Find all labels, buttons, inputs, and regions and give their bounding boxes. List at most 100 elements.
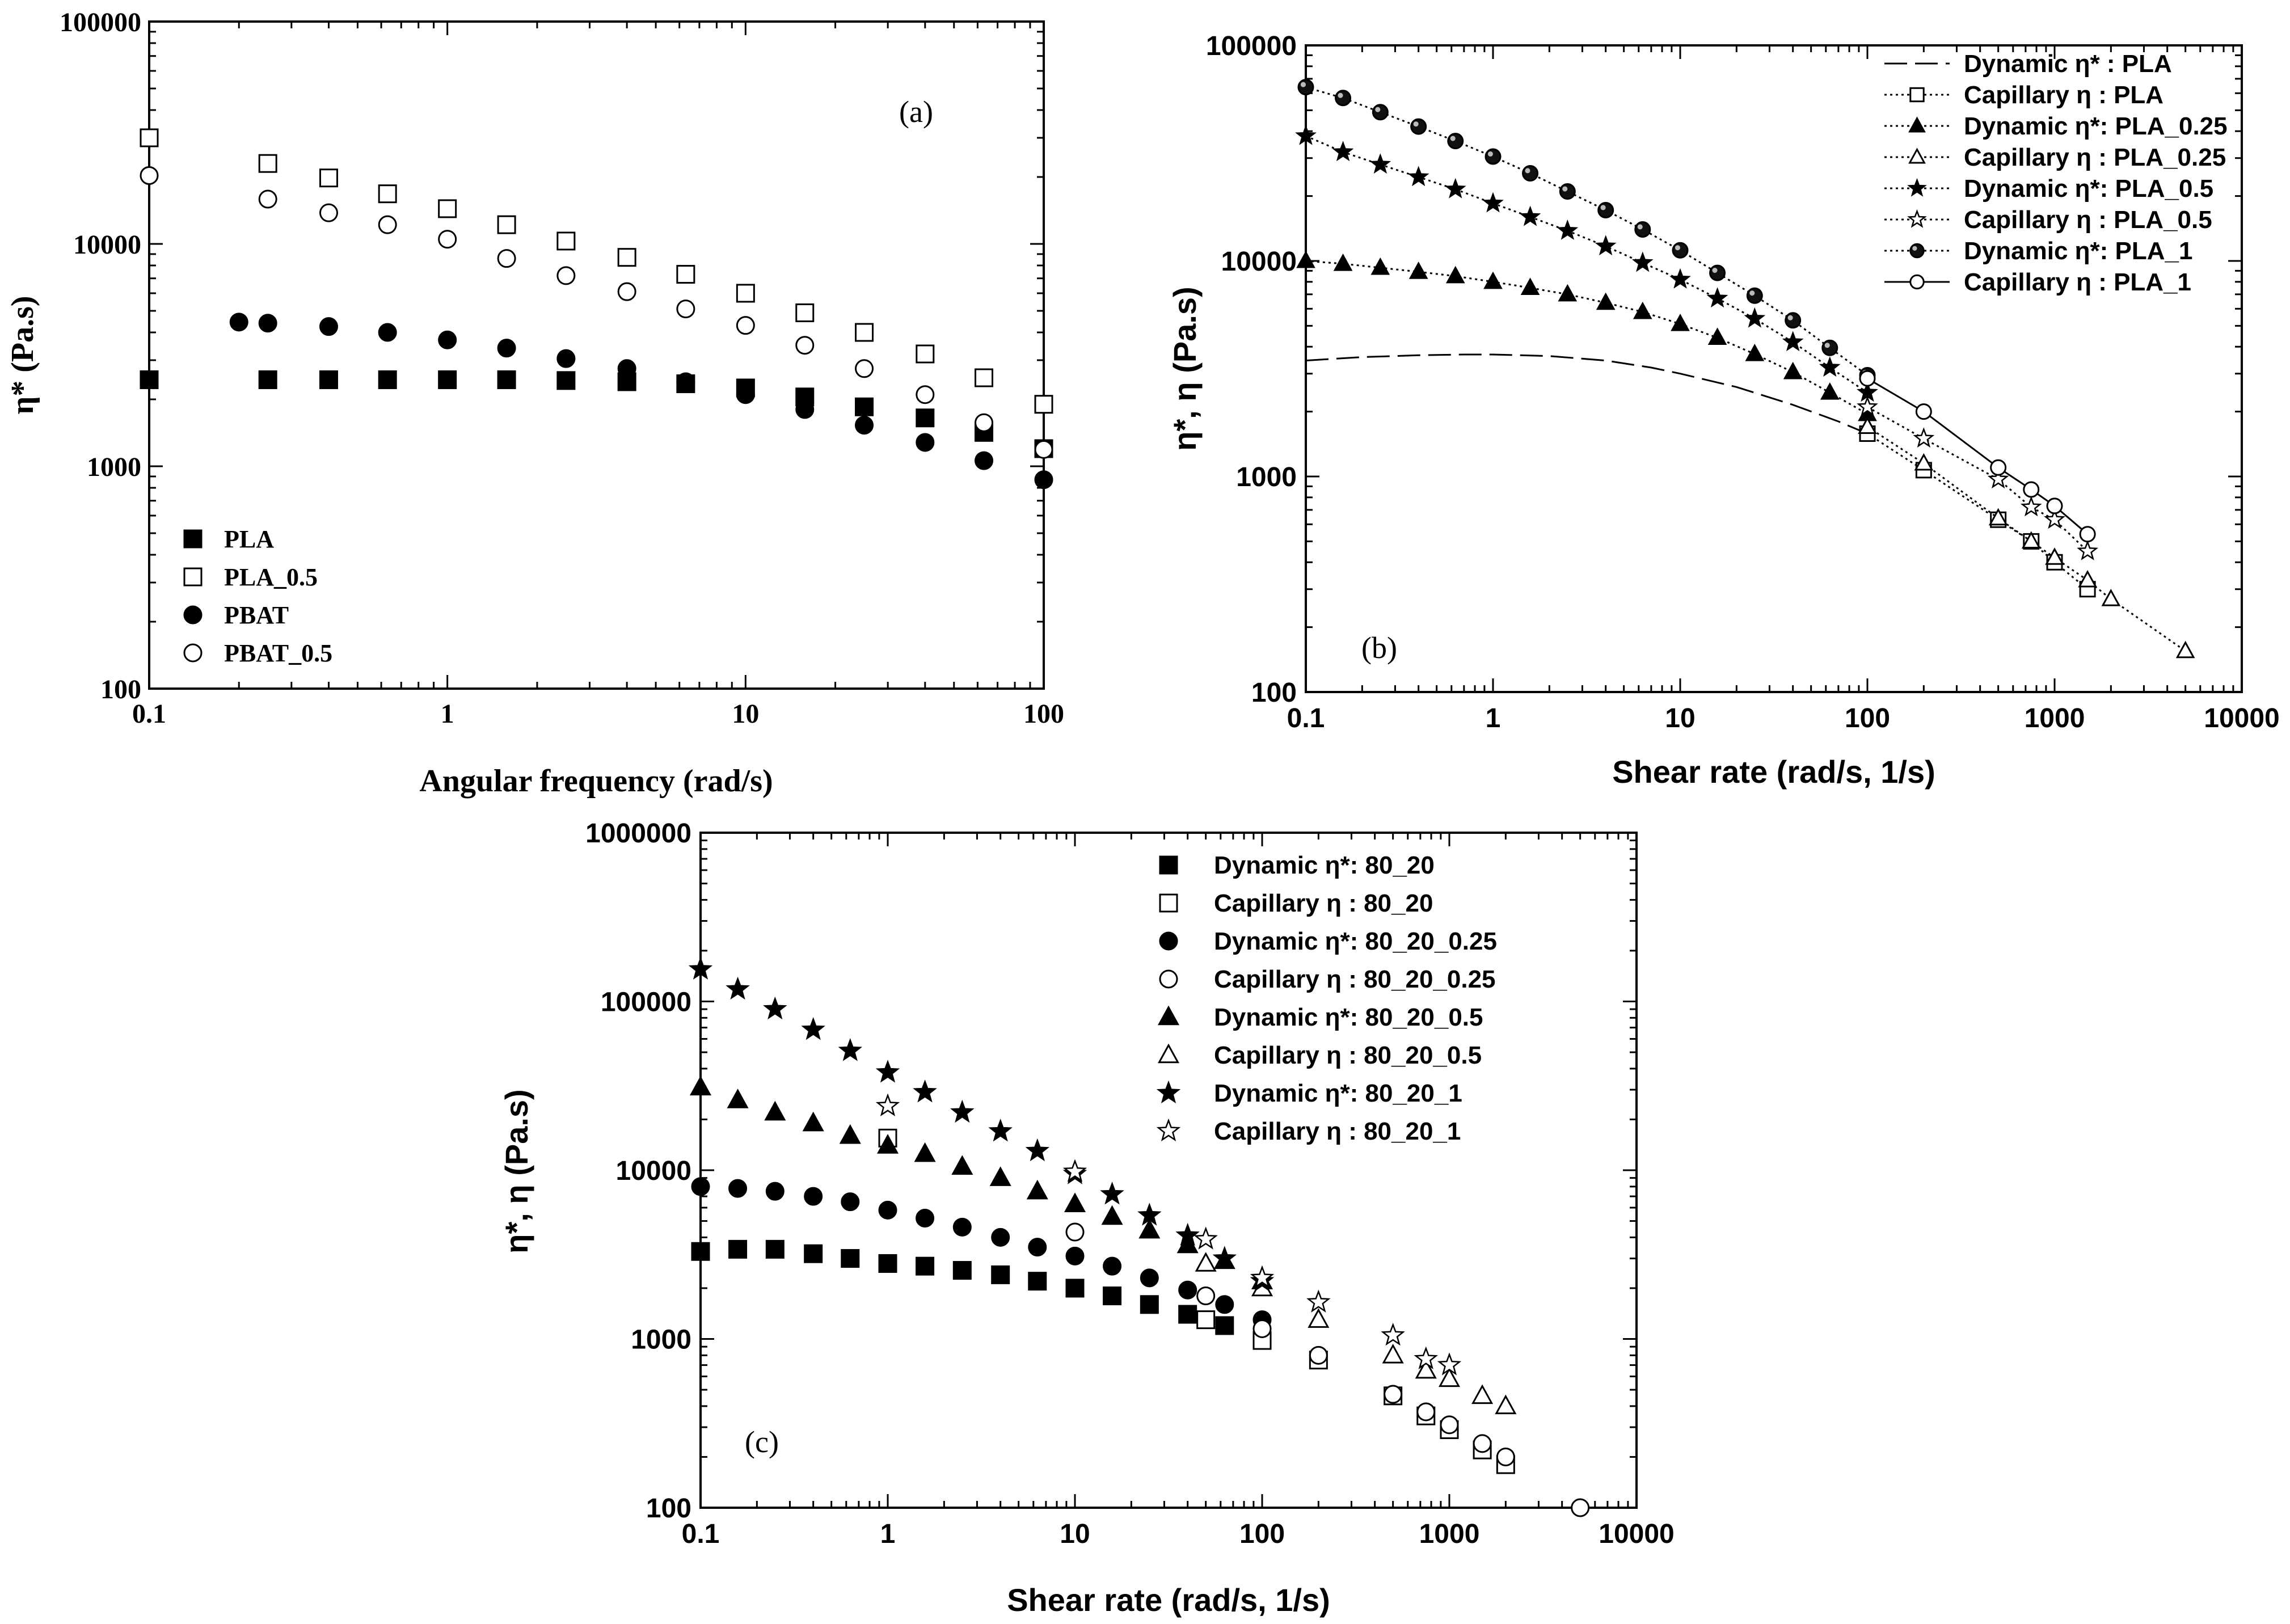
a-series-3-point bbox=[617, 282, 636, 301]
a-series-1-point bbox=[1034, 395, 1053, 414]
c-series-6-point bbox=[950, 1099, 975, 1123]
b-series-2-point bbox=[1596, 292, 1616, 310]
b-series-6-point bbox=[1597, 201, 1614, 218]
c-legend-label: Dynamic η*: 80_20_0.5 bbox=[1214, 1003, 1483, 1031]
b-series-6-point bbox=[1297, 79, 1314, 96]
b-series-4-point bbox=[1706, 287, 1728, 308]
c-series-7-point bbox=[1381, 1322, 1405, 1346]
b-series-7-point bbox=[2023, 481, 2040, 498]
b-series-2-point bbox=[1783, 361, 1803, 379]
b-legend-label: Dynamic η*: PLA_0.25 bbox=[1964, 112, 2228, 140]
a-legend-marker bbox=[183, 567, 203, 587]
a-x-tick-label: 10 bbox=[732, 699, 759, 729]
c-series-7-point bbox=[1062, 1159, 1087, 1182]
c-series-0-point bbox=[691, 1242, 710, 1261]
c-series-4-point bbox=[1138, 1218, 1161, 1239]
b-series-6-point bbox=[1335, 90, 1352, 107]
c-series-0-point bbox=[1028, 1272, 1047, 1291]
b-series-6-point-highlight bbox=[1712, 267, 1718, 273]
a-series-3-point bbox=[319, 203, 338, 222]
panel-a-plot-frame bbox=[148, 20, 1045, 690]
c-series-6-point bbox=[1175, 1222, 1200, 1246]
c-series-2-point bbox=[1178, 1280, 1197, 1300]
c-series-0-point bbox=[1065, 1279, 1085, 1298]
c-series-2-point bbox=[991, 1228, 1010, 1247]
c-series-1-point bbox=[1196, 1310, 1216, 1330]
c-legend-marker bbox=[1156, 1080, 1181, 1104]
a-x-tick-label: 1 bbox=[441, 699, 454, 729]
b-legend-label: Dynamic η* : PLA bbox=[1964, 50, 2172, 78]
b-series-2-point bbox=[1820, 382, 1840, 400]
a-legend-label: PLA bbox=[224, 525, 274, 553]
c-series-7-point bbox=[875, 1093, 900, 1116]
c-legend-label: Capillary η : 80_20 bbox=[1214, 889, 1433, 917]
c-series-6-point bbox=[726, 976, 750, 1000]
c-legend-label: Capillary η : 80_20_1 bbox=[1214, 1117, 1461, 1145]
b-y-tick-label: 10000 bbox=[1221, 247, 1297, 277]
c-series-7-point bbox=[1250, 1265, 1275, 1288]
b-series-5-point bbox=[1913, 427, 1935, 448]
c-series-5-point bbox=[1471, 1384, 1494, 1404]
a-series-3-point bbox=[438, 230, 457, 249]
a-series-2-point bbox=[258, 314, 277, 333]
a-legend-marker bbox=[183, 643, 203, 663]
b-series-5-point bbox=[2020, 496, 2042, 517]
c-legend-marker bbox=[1156, 1118, 1181, 1142]
c-legend-marker bbox=[1159, 969, 1178, 989]
b-series-4-point bbox=[1295, 124, 1317, 145]
b-legend-label: Capillary η : PLA bbox=[1964, 81, 2164, 109]
b-x-tick-label: 1000 bbox=[2025, 703, 2085, 733]
b-series-5-line bbox=[1867, 406, 2089, 552]
panel-b-plot-frame bbox=[1305, 44, 2243, 693]
a-series-2-point bbox=[975, 451, 994, 470]
panel-c-y-axis-title: η*, η (Pa.s) bbox=[499, 1089, 534, 1253]
b-series-2-point bbox=[1445, 265, 1465, 284]
a-series-2-point bbox=[617, 359, 636, 378]
a-series-1-point bbox=[975, 368, 994, 387]
panel-b-series bbox=[1295, 79, 2195, 659]
b-x-tick-label: 0.1 bbox=[1287, 703, 1325, 733]
b-series-2-point bbox=[1520, 277, 1540, 296]
panel-c-label: (c) bbox=[745, 1425, 779, 1459]
c-series-2-point bbox=[728, 1179, 748, 1198]
panel-b-y-axis-title: η*, η (Pa.s) bbox=[1167, 286, 1203, 450]
b-legend-marker bbox=[1907, 178, 1927, 197]
b-series-6-point bbox=[1821, 339, 1838, 356]
a-series-1-point bbox=[258, 154, 277, 173]
b-series-6-point-highlight bbox=[1749, 290, 1755, 296]
b-legend-marker bbox=[1909, 243, 1925, 259]
c-series-2-point bbox=[916, 1208, 935, 1228]
c-series-0-point bbox=[952, 1261, 972, 1280]
b-series-4-point bbox=[1332, 141, 1354, 162]
b-legend-marker-highlight bbox=[1912, 246, 1917, 251]
b-series-4-point bbox=[1557, 220, 1579, 240]
c-series-5-point bbox=[1495, 1394, 1517, 1415]
b-series-6-point-highlight bbox=[1413, 121, 1419, 127]
c-series-7-point bbox=[1414, 1346, 1438, 1369]
c-series-6-point bbox=[1212, 1246, 1237, 1269]
c-series-3-point bbox=[1496, 1447, 1515, 1466]
c-series-2-point bbox=[804, 1187, 823, 1206]
b-series-6-point bbox=[1447, 133, 1464, 150]
a-series-3-point bbox=[140, 166, 159, 185]
c-series-4-point bbox=[951, 1155, 973, 1175]
b-legend-label: Capillary η : PLA_0.25 bbox=[1964, 144, 2226, 171]
a-y-tick-label: 10000 bbox=[73, 230, 141, 260]
b-series-6-point bbox=[1672, 242, 1689, 259]
panel-c-series bbox=[688, 956, 1590, 1517]
a-series-1-point bbox=[378, 184, 397, 204]
b-y-tick-label: 1000 bbox=[1236, 462, 1297, 492]
b-series-2-point bbox=[1671, 314, 1690, 331]
b-legend-marker bbox=[1908, 147, 1926, 164]
b-series-2-point bbox=[1558, 284, 1578, 302]
b-series-7-point bbox=[2079, 526, 2096, 543]
c-y-tick-label: 100000 bbox=[601, 988, 691, 1018]
c-series-5-point bbox=[1195, 1252, 1217, 1272]
panel-a-label: (a) bbox=[899, 95, 933, 129]
a-legend-label: PLA_0.5 bbox=[224, 563, 318, 591]
b-series-6-point-highlight bbox=[1562, 186, 1568, 192]
b-series-4-point bbox=[1819, 356, 1841, 377]
a-series-2-point bbox=[795, 400, 815, 419]
b-x-tick-label: 10000 bbox=[2204, 703, 2279, 733]
